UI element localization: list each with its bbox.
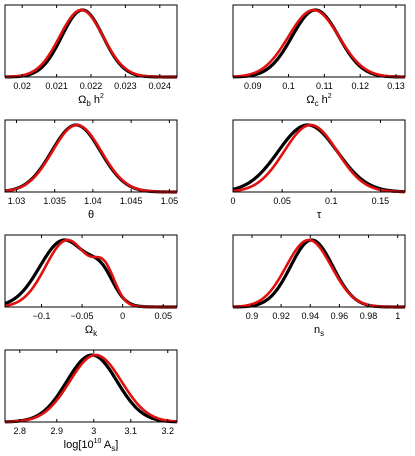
series-line-black	[4, 238, 178, 309]
axes-frame	[4, 234, 178, 308]
series-line-black	[4, 353, 178, 424]
x-tick-label: 0.02	[13, 81, 31, 91]
x-tick-label: 0.05	[154, 311, 172, 321]
x-axis-label: log[1010 As]	[64, 438, 119, 453]
x-axis-label: Ωc h2	[306, 93, 331, 108]
x-tick-label: 1.03	[8, 196, 26, 206]
series-line-red	[4, 238, 178, 309]
x-axis-label: τ	[317, 209, 322, 221]
panel-6: 0.9 0.92 0.94 0.96 0.98 1 ns	[232, 234, 406, 338]
x-tick-label: 0.13	[387, 81, 405, 91]
series-line-red	[4, 353, 178, 424]
series-line-black	[232, 8, 406, 79]
x-tick-label: 1.045	[120, 196, 143, 206]
x-tick-label: 3.2	[161, 426, 174, 436]
x-tick-label: 0.9	[246, 311, 259, 321]
series-line-red	[4, 8, 178, 79]
x-tick-label: 0.1	[282, 81, 295, 91]
panel-7: 2.8 2.9 3 3.1 3.2 log[1010 As]	[4, 349, 178, 453]
x-tick-label: 0.94	[301, 311, 319, 321]
x-tick-label: 0.92	[272, 311, 290, 321]
series-line-red	[4, 123, 178, 194]
x-tick-label: 2.8	[14, 426, 27, 436]
x-tick-label: 0.96	[331, 311, 349, 321]
x-tick-label: 0.09	[244, 81, 262, 91]
x-tick-label: −0.05	[71, 311, 94, 321]
x-tick-label: 0	[120, 311, 125, 321]
x-tick-label: −0.1	[33, 311, 51, 321]
x-tick-label: 1.035	[43, 196, 66, 206]
panel-3: 1.03 1.035 1.04 1.045 1.05 θ	[4, 119, 179, 221]
axes-frame	[232, 119, 406, 193]
series-line-red	[232, 123, 406, 194]
x-tick-label: 0.021	[45, 81, 68, 91]
x-tick-label: 1	[395, 311, 400, 321]
series-line-black	[4, 8, 178, 79]
axes-frame	[4, 349, 178, 423]
x-tick-label: 0.022	[80, 81, 103, 91]
x-tick-label: 2.9	[51, 426, 64, 436]
series-line-black	[232, 238, 406, 309]
axes-frame	[232, 4, 406, 78]
x-axis-label: Ωb h2	[78, 93, 104, 108]
x-tick-label: 0	[230, 196, 235, 206]
x-tick-label: 0.1	[325, 196, 338, 206]
x-tick-label: 1.05	[161, 196, 179, 206]
x-tick-label: 3	[91, 426, 96, 436]
x-axis-label: Ωk	[85, 324, 98, 338]
series-line-red	[232, 8, 406, 79]
axes-frame	[232, 234, 406, 308]
x-tick-label: 0.98	[360, 311, 378, 321]
series-line-red	[232, 238, 406, 309]
x-tick-label: 3.1	[125, 426, 138, 436]
panel-2: 0.09 0.1 0.11 0.12 0.13 Ωc h2	[232, 4, 406, 108]
x-tick-label: 0.05	[273, 196, 291, 206]
panel-1: 0.02 0.021 0.022 0.023 0.024 Ωb h2	[4, 4, 178, 108]
x-tick-label: 0.024	[149, 81, 172, 91]
x-tick-label: 0.11	[316, 81, 333, 91]
axes-frame	[4, 119, 178, 193]
x-tick-label: 0.12	[351, 81, 369, 91]
x-axis-label: ns	[314, 324, 324, 338]
panel-5: −0.1 −0.05 0 0.05 Ωk	[4, 234, 178, 338]
panel-4: 0 0.05 0.1 0.15 τ	[230, 119, 406, 221]
x-tick-label: 0.023	[114, 81, 137, 91]
x-tick-label: 0.15	[372, 196, 390, 206]
x-axis-label: θ	[88, 209, 94, 221]
x-tick-label: 1.04	[84, 196, 102, 206]
